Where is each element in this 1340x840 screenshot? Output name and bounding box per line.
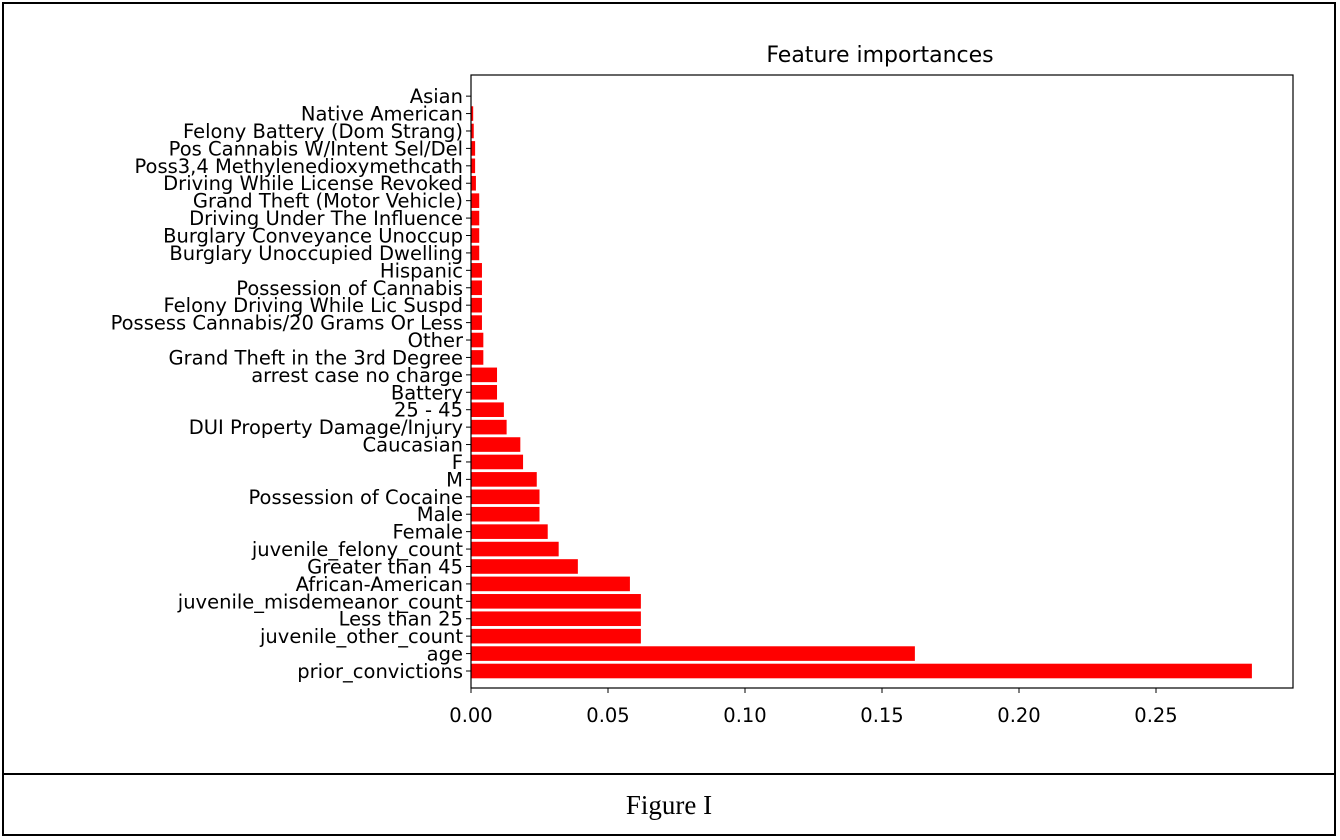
- y-tick-label: Battery: [391, 381, 463, 404]
- y-tick-label: Grand Theft in the 3rd Degree: [169, 346, 463, 369]
- bar: [471, 106, 474, 121]
- bar: [471, 594, 641, 609]
- caption-divider: [4, 773, 1334, 775]
- y-tick-label: Possess Cannabis/20 Grams Or Less: [111, 312, 463, 335]
- y-tick-label: Pos Cannabis W/Intent Sel/Del: [169, 137, 463, 160]
- y-tick-label: 25 - 45: [394, 399, 463, 422]
- bar: [471, 245, 480, 261]
- y-tick-label: Possession of Cocaine: [248, 486, 463, 509]
- figure-caption: Figure I: [625, 790, 713, 820]
- bar: [471, 646, 915, 661]
- bar: [471, 210, 480, 226]
- y-tick-label: Grand Theft (Motor Vehicle): [193, 190, 463, 213]
- bar: [471, 489, 540, 505]
- x-tick-label: 0.10: [723, 704, 766, 727]
- bar: [471, 297, 482, 313]
- x-tick-label: 0.25: [1134, 704, 1177, 727]
- y-tick-label: Male: [417, 503, 463, 526]
- y-tick-label: Felony Battery (Dom Strang): [183, 120, 463, 143]
- bar: [471, 628, 641, 644]
- y-tick-label: M: [446, 468, 463, 491]
- y-tick-label: Native American: [301, 103, 463, 126]
- x-tick-label: 0.15: [860, 704, 903, 727]
- y-tick-label: Other: [408, 329, 464, 352]
- bar: [471, 367, 498, 383]
- y-tick-label: Asian: [410, 85, 463, 108]
- y-tick-label: F: [452, 451, 463, 474]
- bar: [471, 384, 498, 400]
- y-tick-label: Driving Under The Influence: [189, 207, 463, 230]
- bar: [471, 472, 537, 487]
- bar: [471, 175, 476, 191]
- y-tick-label: juvenile_felony_count: [251, 538, 463, 561]
- y-tick-label: DUI Property Damage/Injury: [189, 416, 463, 439]
- bar: [471, 454, 524, 470]
- bar: [471, 663, 1252, 679]
- bar: [471, 402, 504, 417]
- bar: [471, 141, 476, 156]
- bar: [471, 506, 540, 522]
- y-tick-label: Burglary Conveyance Unoccup: [163, 225, 463, 248]
- bar: [471, 315, 482, 330]
- bar: [471, 350, 484, 365]
- y-tick-label: Burglary Unoccupied Dwelling: [169, 242, 463, 265]
- axes-frame: [470, 74, 1294, 689]
- bar: [471, 576, 630, 592]
- chart-title: Feature importances: [766, 43, 993, 68]
- bar: [471, 158, 476, 174]
- y-tick-label: Hispanic: [380, 259, 463, 282]
- bar: [471, 437, 521, 452]
- bar: [471, 193, 480, 208]
- bar: [471, 280, 482, 296]
- bar: [471, 611, 641, 627]
- x-tick-label: 0.05: [586, 704, 629, 727]
- y-tick-label: Caucasian: [363, 434, 463, 457]
- y-tick-label: Greater than 45: [307, 555, 463, 578]
- y-tick-label: prior_convictions: [297, 660, 463, 683]
- bar: [471, 559, 578, 574]
- x-tick-label: 0.20: [997, 704, 1040, 727]
- y-tick-label: age: [427, 643, 463, 666]
- y-tick-label: arrest case no charge: [251, 364, 463, 387]
- bar: [471, 541, 559, 557]
- y-tick-label: juvenile_other_count: [259, 625, 463, 648]
- bar: [471, 524, 548, 539]
- bar: [471, 419, 507, 435]
- bar: [471, 228, 480, 243]
- bar: [471, 123, 474, 139]
- y-tick-label: Felony Driving While Lic Suspd: [164, 294, 463, 317]
- y-tick-label: Less than 25: [339, 608, 463, 631]
- x-tick-label: 0.00: [449, 704, 492, 727]
- y-tick-label: Poss3,4 Methylenedioxymethcath: [134, 155, 463, 178]
- bar: [471, 263, 482, 278]
- y-tick-label: juvenile_misdemeanor_count: [177, 590, 464, 613]
- feature-importance-chart: Feature importances prior_convictionsage…: [111, 43, 1294, 727]
- bar: [471, 332, 484, 348]
- y-tick-label: African-American: [296, 573, 463, 596]
- y-tick-label: Possession of Cannabis: [236, 277, 463, 300]
- y-tick-label: Driving While License Revoked: [163, 172, 463, 195]
- y-tick-label: Female: [392, 521, 463, 544]
